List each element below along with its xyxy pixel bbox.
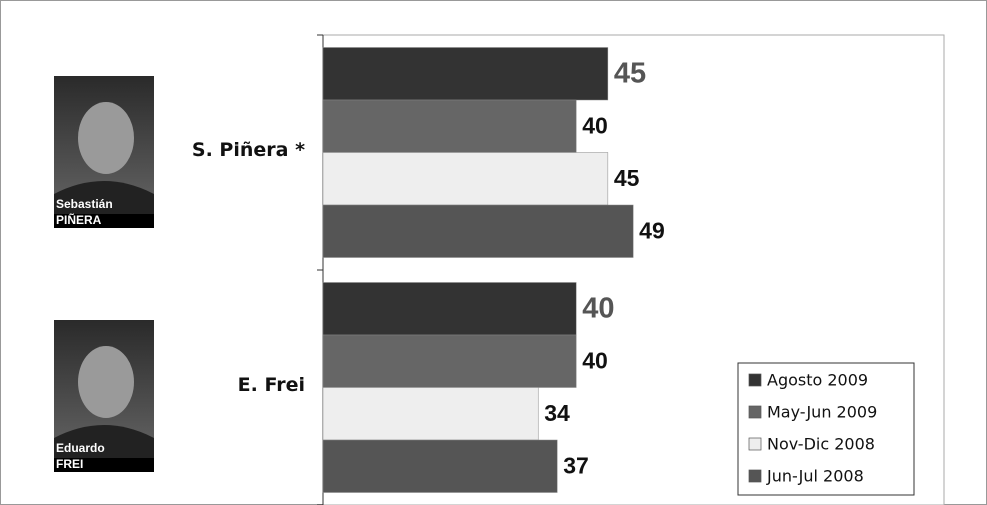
photo-caption-first: Sebastián [56,197,113,211]
bar [322,387,539,441]
bar [322,334,577,388]
photo-caption-bg [54,214,154,228]
value-label: 37 [563,452,589,478]
value-label: 40 [582,292,614,324]
legend-label: Nov-Dic 2008 [767,435,875,454]
value-label: 45 [614,165,640,191]
value-label: 34 [544,400,570,426]
bar [322,439,558,493]
category-label: S. Piñera * [192,139,305,161]
legend-label: Jun-Jul 2008 [766,467,864,486]
legend-marker [748,437,762,451]
photo-caption-last: PIÑERA [56,212,102,227]
photo-caption-last: FREI [56,457,83,471]
value-label: 49 [639,217,665,243]
photo-caption-first: Eduardo [56,441,105,455]
legend-marker [748,469,762,483]
bar [322,204,634,258]
bar [322,152,609,206]
bar [322,99,577,153]
category-label: E. Frei [238,374,305,396]
legend-label: May-Jun 2009 [767,403,877,422]
value-label: 40 [582,112,608,138]
photo-head [78,346,134,418]
bar [322,47,609,101]
legend-label: Agosto 2009 [767,371,868,390]
photo-head [78,102,134,174]
bar [322,282,577,336]
photo-caption-bg [54,458,154,472]
legend-marker [748,373,762,387]
legend-box [737,362,915,496]
value-label: 40 [582,347,608,373]
value-label: 45 [614,57,646,89]
legend-marker [748,405,762,419]
